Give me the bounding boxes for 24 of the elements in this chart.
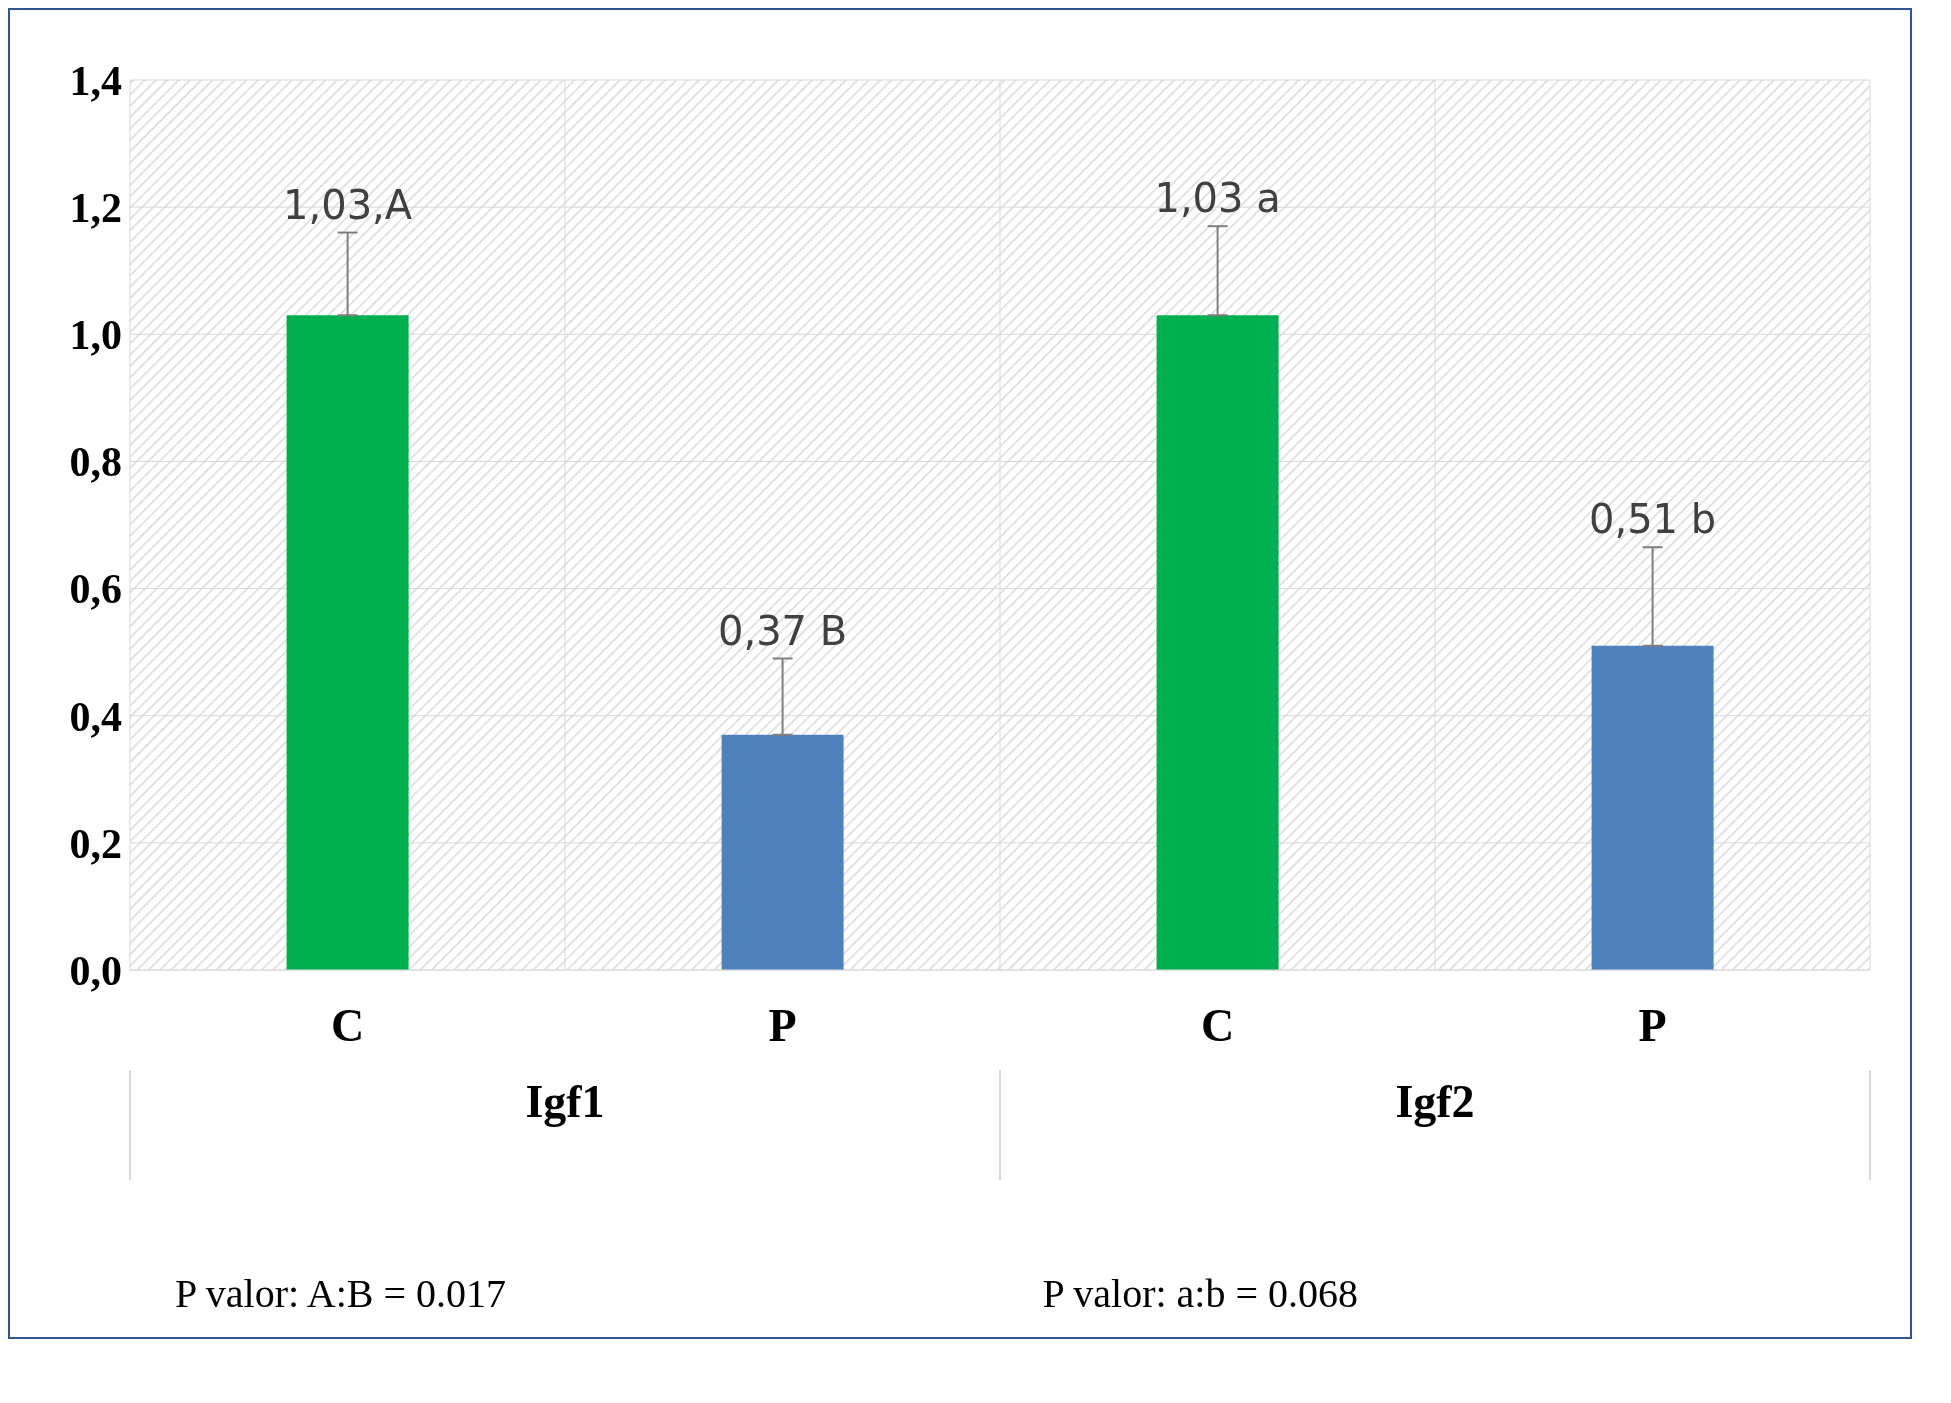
data-label: 0,37 B	[717, 607, 848, 654]
y-tick-label: 0,0	[69, 947, 122, 994]
y-tick-label: 0,6	[69, 566, 122, 613]
y-tick-label: 0,8	[69, 439, 122, 486]
bar	[286, 315, 409, 970]
x-tick-label: C	[1200, 999, 1235, 1051]
x-tick-label: C	[330, 999, 365, 1051]
bar	[1591, 645, 1714, 970]
y-tick-label: 0,2	[69, 820, 122, 867]
text: Igf2	[1394, 1075, 1476, 1128]
y-tick-label: 1,2	[69, 185, 122, 232]
y-tick-label: 1,0	[69, 312, 122, 359]
x-tick-label: P	[1638, 999, 1667, 1051]
text: Igf1	[524, 1075, 606, 1128]
y-tick-label: 1,4	[69, 57, 122, 104]
bar	[721, 734, 844, 970]
text: P valor: A:B = 0.017	[175, 1270, 508, 1317]
text: P valor: a:b = 0.068	[1042, 1270, 1359, 1317]
data-label: 1,03 a	[1154, 175, 1281, 222]
bar	[1156, 315, 1279, 970]
data-label: 1,03,A	[283, 181, 413, 228]
x-tick-label: P	[768, 999, 797, 1051]
data-label: 0,51 b	[1589, 496, 1717, 543]
y-tick-label: 0,4	[69, 693, 122, 740]
